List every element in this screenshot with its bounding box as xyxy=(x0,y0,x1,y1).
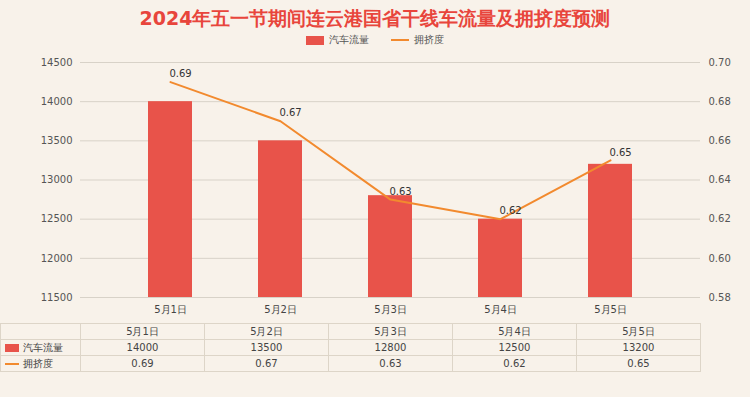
html-text:0.67: 0.67 xyxy=(255,358,278,369)
svg-text:14500: 14500 xyxy=(41,57,73,68)
svg-text:5月3日: 5月3日 xyxy=(374,304,407,315)
svg-text:14000: 14000 xyxy=(41,96,73,107)
html-text:2024年五一节期间连云港国省干线车流量及拥挤度预测: 2024年五一节期间连云港国省干线车流量及拥挤度预测 xyxy=(139,7,611,29)
svg-text:0.62: 0.62 xyxy=(709,213,731,224)
svg-text:0.62: 0.62 xyxy=(499,205,521,216)
svg-text:0.67: 0.67 xyxy=(279,107,301,118)
html-text:12500: 12500 xyxy=(498,342,531,353)
html-text:0.65: 0.65 xyxy=(627,358,650,369)
svg-text:12500: 12500 xyxy=(41,213,73,224)
html-text:5月5日: 5月5日 xyxy=(622,325,655,337)
svg-text:0.64: 0.64 xyxy=(709,174,731,185)
svg-text:12000: 12000 xyxy=(41,253,73,264)
svg-text:5月1日: 5月1日 xyxy=(154,304,187,315)
html-text:5月2日: 5月2日 xyxy=(250,325,283,337)
html-text:13200: 13200 xyxy=(622,342,655,353)
svg-text:0.58: 0.58 xyxy=(709,292,731,303)
html-text:0.62: 0.62 xyxy=(503,358,526,369)
svg-text:13500: 13500 xyxy=(41,135,73,146)
html-text:拥挤度: 拥挤度 xyxy=(23,357,53,369)
html-text:汽车流量: 汽车流量 xyxy=(329,34,369,45)
svg-text:5月4日: 5月4日 xyxy=(484,304,517,315)
html-text:0.69: 0.69 xyxy=(131,358,154,369)
html-text:5月4日: 5月4日 xyxy=(498,325,531,337)
svg-text:5月5日: 5月5日 xyxy=(594,304,627,315)
svg-text:0.69: 0.69 xyxy=(169,68,191,79)
svg-text:0.66: 0.66 xyxy=(709,135,731,146)
html-text:12800: 12800 xyxy=(374,342,407,353)
html-text:汽车流量: 汽车流量 xyxy=(23,341,63,353)
svg-text:0.60: 0.60 xyxy=(709,253,731,264)
html-text:5月1日: 5月1日 xyxy=(126,325,159,337)
svg-text:13000: 13000 xyxy=(41,174,73,185)
html-text:13500: 13500 xyxy=(250,342,283,353)
svg-text:0.68: 0.68 xyxy=(709,96,731,107)
svg-text:5月2日: 5月2日 xyxy=(264,304,297,315)
html-text:拥挤度: 拥挤度 xyxy=(414,34,444,45)
svg-text:0.63: 0.63 xyxy=(389,186,411,197)
html-text:0.63: 0.63 xyxy=(379,358,402,369)
svg-text:0.65: 0.65 xyxy=(609,147,631,158)
html-text:5月3日: 5月3日 xyxy=(374,325,407,337)
svg-text:11500: 11500 xyxy=(41,292,73,303)
html-text:14000: 14000 xyxy=(126,342,159,353)
svg-text:0.70: 0.70 xyxy=(709,57,731,68)
